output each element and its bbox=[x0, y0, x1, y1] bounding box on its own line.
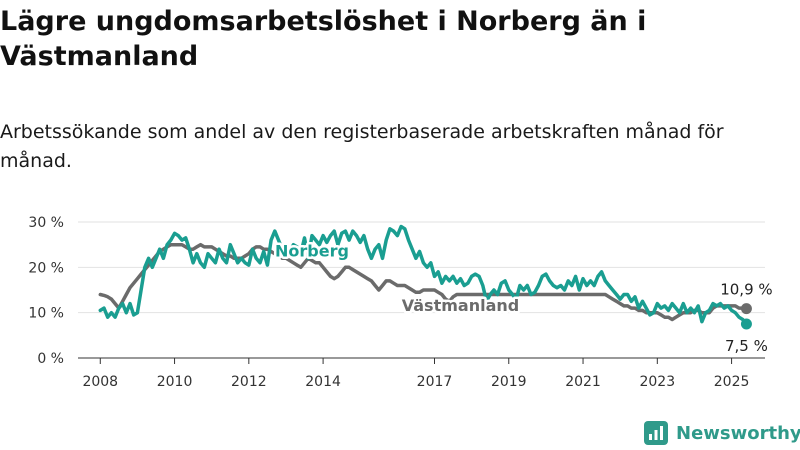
series-line-vstmanland bbox=[98, 242, 749, 322]
x-tick-label: 2021 bbox=[565, 374, 601, 390]
brand-name: Newsworthy bbox=[676, 422, 800, 444]
x-axis-ticks: 2008 2010 2012 2014 2017 2019 2021 2023 2025 bbox=[82, 358, 749, 390]
y-axis-ticks: 0 % 10 % 20 % 30 % bbox=[28, 215, 64, 367]
annotation-label: 10,9 % bbox=[720, 281, 772, 299]
newsworthy-brand[interactable]: Newsworthy bbox=[644, 418, 800, 448]
x-tick-label: 2008 bbox=[82, 374, 118, 390]
y-tick-label: 30 % bbox=[28, 215, 64, 231]
x-tick-label: 2025 bbox=[714, 374, 750, 390]
x-tick-label: 2012 bbox=[231, 374, 267, 390]
x-tick-label: 2019 bbox=[491, 374, 527, 390]
end-point-marker bbox=[740, 318, 752, 330]
y-tick-label: 0 % bbox=[37, 351, 64, 367]
line-chart: 0 % 10 % 20 % 30 % 2008 2010 2012 2014 2017 2019… bbox=[28, 215, 772, 390]
annotation-label: Västmanland bbox=[402, 296, 519, 315]
series-lines bbox=[98, 224, 752, 330]
y-tick-label: 10 % bbox=[28, 306, 64, 322]
annotation-label: Norberg bbox=[275, 241, 349, 260]
annotations: Norberg Västmanland 10,9 % 7,5 % bbox=[272, 239, 772, 355]
y-tick-label: 20 % bbox=[28, 260, 64, 276]
newsworthy-logo-icon bbox=[644, 421, 668, 445]
end-point-marker bbox=[740, 303, 752, 315]
chart-subtitle: Arbetssökande som andel av den registerb… bbox=[0, 121, 724, 172]
x-tick-label: 2023 bbox=[639, 374, 675, 390]
x-tick-label: 2017 bbox=[417, 374, 453, 390]
annotation-label: 7,5 % bbox=[725, 337, 768, 355]
chart-title: Lägre ungdomsarbetslöshet i Norberg än i… bbox=[0, 6, 647, 72]
x-tick-label: 2014 bbox=[305, 374, 341, 390]
x-tick-label: 2010 bbox=[157, 374, 193, 390]
series-line-norberg bbox=[98, 224, 749, 326]
